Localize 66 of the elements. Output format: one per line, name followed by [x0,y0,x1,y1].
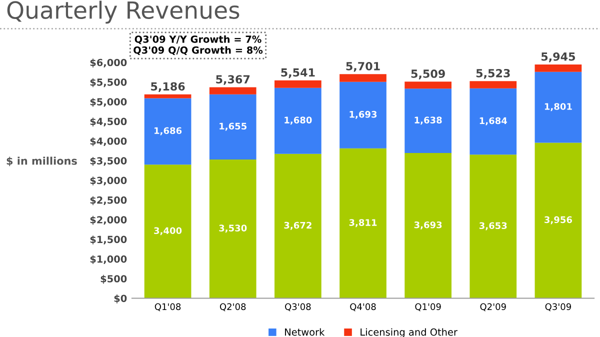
y-tick-label: $3,000 [90,176,127,186]
x-tick-label: Q1'09 [415,303,441,312]
x-tick-label: Q4'08 [350,303,376,312]
total-label: 5,509 [411,70,445,80]
y-tick-label: $2,500 [90,196,127,206]
y-tick-label: $1,500 [90,236,127,244]
bar [144,94,192,98]
data-label: 1,684 [480,117,508,126]
y-tick-label: $500 [100,274,127,284]
data-label: 1,693 [350,110,377,119]
text: Q3'09 Y/Y Growth = 7% Q3'09 Q/Q Growth = 8% [134,35,263,56]
y-tick-label: $4,500 [90,118,127,126]
bar [144,164,192,298]
y-tick-label: $5,000 [90,98,127,107]
data-label: 1,655 [220,122,247,131]
total-label: 5,945 [541,52,576,62]
x-tick-label: Q2'08 [220,303,246,312]
bar [470,81,517,88]
data-label: 1,686 [154,127,182,136]
data-label: 3,693 [414,221,442,230]
bar [274,80,322,88]
data-label: 3,672 [284,222,312,230]
x-tick-label: Q3'08 [285,303,311,312]
y-tick-label: $0 [114,294,127,304]
y-tick-label: $5,500 [90,78,127,88]
y-axis-title: $ in millions [6,156,77,166]
bar [404,82,452,89]
data-label: 1,638 [414,116,442,125]
bar [404,153,452,298]
total-label: 5,186 [151,82,185,92]
total-label: 5,541 [281,68,315,78]
x-tick-label: Q1'08 [154,303,181,312]
x-tick-label: Q3'09 [545,303,571,312]
bar [209,94,256,160]
data-label: 1,801 [544,103,572,112]
bar [470,154,517,298]
bar [404,88,452,154]
data-label: 3,956 [544,216,572,224]
total-label: 5,701 [346,62,380,72]
bar [340,82,386,148]
bar [470,88,517,155]
bar [209,159,256,298]
data-label: 3,530 [219,224,247,233]
y-tick-label: $4,000 [90,137,127,146]
bar [144,98,192,165]
total-label: 5,367 [216,75,250,85]
y-tick-label: $1,000 [90,255,127,264]
y-tick-label: $3,500 [90,156,127,166]
bar [340,74,386,82]
bar [274,154,322,298]
y-tick-label: $2,000 [90,216,127,225]
chart-title: Quarterly Revenues [7,0,240,24]
bar [534,64,582,72]
y-tick-label: $6,000 [90,58,127,68]
data-label: 1,680 [284,116,312,125]
bar [274,88,322,154]
data-label: 3,653 [479,222,507,230]
bar [340,148,386,298]
bar [534,72,582,143]
data-label: 3,400 [154,227,182,236]
legend-label: Network [285,328,325,336]
bar [209,87,256,94]
bar [534,142,582,298]
data-label: 3,811 [349,219,377,228]
x-tick-label: Q2'09 [480,303,506,312]
total-label: 5,523 [476,68,510,79]
